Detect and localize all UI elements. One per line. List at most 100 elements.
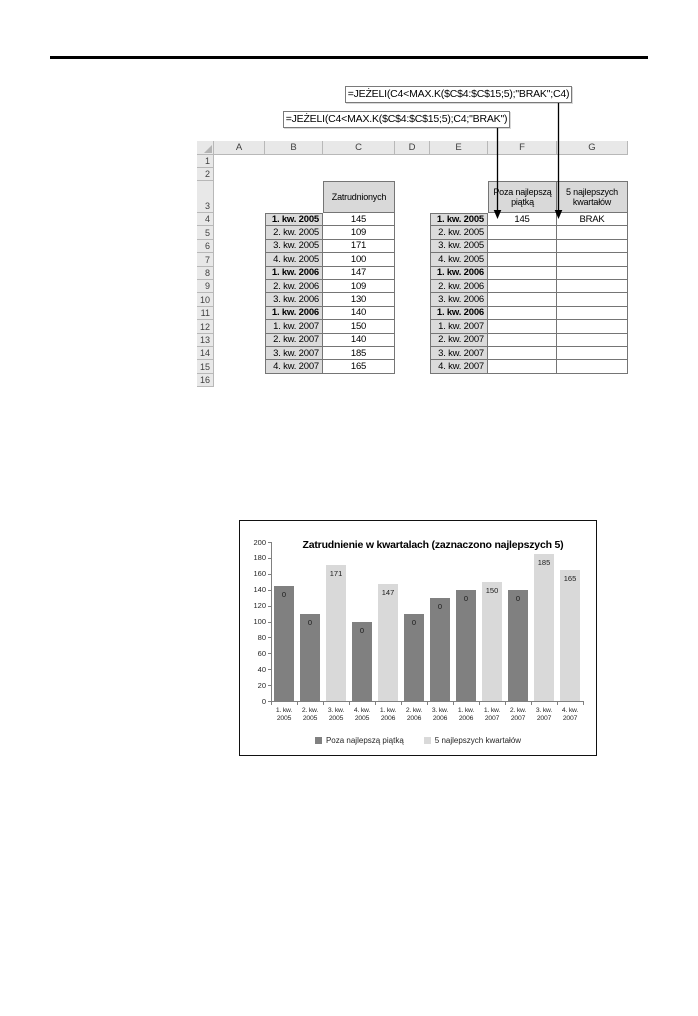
legend-item: Poza najlepszą piątką xyxy=(314,736,404,745)
bar-label-9: 150 xyxy=(485,585,499,595)
x-tick-mark xyxy=(401,701,402,705)
bar-4 xyxy=(352,621,372,701)
cell-G16 xyxy=(557,373,628,387)
x-tick-mark xyxy=(453,701,454,705)
cell-C12: 150 xyxy=(323,320,395,334)
cell-F8 xyxy=(488,266,557,280)
x-tick-label-line: 2006 xyxy=(432,715,448,722)
cell-E11: 1. kw. 2006 xyxy=(430,306,488,321)
y-tick-label: 0 xyxy=(261,696,266,706)
legend-item: 5 najlepszych kwartałów xyxy=(423,736,521,745)
bar-label-10: 0 xyxy=(515,593,521,603)
cell-C6: 171 xyxy=(323,239,395,254)
cell-F11 xyxy=(488,306,557,321)
x-tick-label-line: 2007 xyxy=(562,715,578,722)
chart-legend: Poza najlepszą piątką 5 najlepszych kwart… xyxy=(240,736,596,745)
bar-label-6: 0 xyxy=(411,618,417,628)
row-header-11: 11 xyxy=(197,306,214,321)
x-tick-label-line: 1. kw. xyxy=(379,707,397,714)
x-tick-label-line: 3. kw. xyxy=(327,707,345,714)
cell-B5: 2. kw. 2005 xyxy=(265,226,323,240)
y-tick-mark xyxy=(268,669,271,671)
column-header-A: A xyxy=(214,141,265,155)
cell-C10: 130 xyxy=(323,293,395,307)
bar-label-4: 0 xyxy=(359,625,365,635)
x-tick-label-5: 1. kw. 2006 xyxy=(373,707,403,723)
cell-F10 xyxy=(488,293,557,307)
cell-D6 xyxy=(395,239,430,254)
bar-label-12: 165 xyxy=(563,573,577,583)
cell-D4 xyxy=(395,213,430,227)
row-header-10: 10 xyxy=(197,293,214,307)
cell-E5: 2. kw. 2005 xyxy=(430,226,488,240)
x-tick-label-7: 3. kw. 2006 xyxy=(425,707,455,723)
cell-B6: 3. kw. 2005 xyxy=(265,239,323,254)
y-tick-label: 200 xyxy=(253,537,266,547)
cell-G13 xyxy=(557,333,628,347)
cell-A2 xyxy=(214,168,265,181)
x-tick-label-1: 1. kw. 2005 xyxy=(269,707,299,723)
x-tick-mark xyxy=(349,701,350,705)
cell-G10 xyxy=(557,293,628,307)
formula-callout-top: =JEŻELI(C4<MAX.K($C$4:$C$15;5);"BRAK";C4… xyxy=(345,86,572,103)
cell-D2 xyxy=(395,168,430,181)
x-tick-label-line: 2005 xyxy=(328,715,344,722)
cell-D5 xyxy=(395,226,430,240)
cell-F13 xyxy=(488,333,557,347)
x-tick-label-12: 4. kw. 2007 xyxy=(555,707,585,723)
x-tick-label-line: 1. kw. xyxy=(457,707,475,714)
cell-E15: 4. kw. 2007 xyxy=(430,360,488,374)
column-header-D: D xyxy=(395,141,430,155)
cell-G11 xyxy=(557,306,628,321)
bar-label-1: 0 xyxy=(281,589,287,599)
y-tick-label: 180 xyxy=(253,553,266,563)
cell-F12 xyxy=(488,320,557,334)
cell-D7 xyxy=(395,253,430,267)
row-header-14: 14 xyxy=(197,346,214,361)
cell-D9 xyxy=(395,279,430,294)
bar-9 xyxy=(482,581,502,701)
cell-C1 xyxy=(323,155,395,168)
cell-B14: 3. kw. 2007 xyxy=(265,346,323,361)
cell-G6 xyxy=(557,239,628,254)
column-header-B: B xyxy=(265,141,323,155)
row-header-4: 4 xyxy=(197,213,214,227)
bar-10 xyxy=(508,589,528,701)
cell-F16 xyxy=(488,373,557,387)
x-tick-label-line: 2. kw. xyxy=(301,707,319,714)
y-tick-label: 60 xyxy=(257,648,266,658)
cell-E6: 3. kw. 2005 xyxy=(430,239,488,254)
x-tick-label-line: 1. kw. xyxy=(275,707,293,714)
x-tick-mark xyxy=(583,701,584,705)
cell-C11: 140 xyxy=(323,306,395,321)
cell-C3: Zatrudnionych xyxy=(323,181,395,213)
cell-D8 xyxy=(395,266,430,280)
bar-12 xyxy=(560,569,580,701)
cell-G5 xyxy=(557,226,628,240)
legend-label: Poza najlepszą piątką xyxy=(325,736,404,745)
bar-3 xyxy=(326,565,346,701)
x-tick-label-11: 3. kw. 2007 xyxy=(529,707,559,723)
y-tick-label: 160 xyxy=(253,569,266,579)
x-tick-label-line: 1. kw. xyxy=(483,707,501,714)
cell-D11 xyxy=(395,306,430,321)
cell-F4: 145 xyxy=(488,213,557,227)
cell-B11: 1. kw. 2006 xyxy=(265,306,323,321)
employment-chart: Zatrudnienie w kwartalach (zaznaczono na… xyxy=(239,520,597,756)
cell-A16 xyxy=(214,373,265,387)
cell-B10: 3. kw. 2006 xyxy=(265,293,323,307)
column-header-E: E xyxy=(430,141,488,155)
bar-label-5: 147 xyxy=(381,588,395,598)
y-tick-mark xyxy=(268,637,271,639)
select-all-corner xyxy=(197,141,214,155)
x-tick-mark xyxy=(323,701,324,705)
cell-C13: 140 xyxy=(323,333,395,347)
cell-G3: 5 najlepszych kwartałów xyxy=(557,181,628,213)
x-tick-label-line: 2006 xyxy=(406,715,422,722)
cell-G9 xyxy=(557,279,628,294)
x-tick-label-line: 2007 xyxy=(484,715,500,722)
y-tick-mark xyxy=(268,701,271,702)
cell-A15 xyxy=(214,360,265,374)
cell-A12 xyxy=(214,320,265,334)
row-header-2: 2 xyxy=(197,168,214,181)
